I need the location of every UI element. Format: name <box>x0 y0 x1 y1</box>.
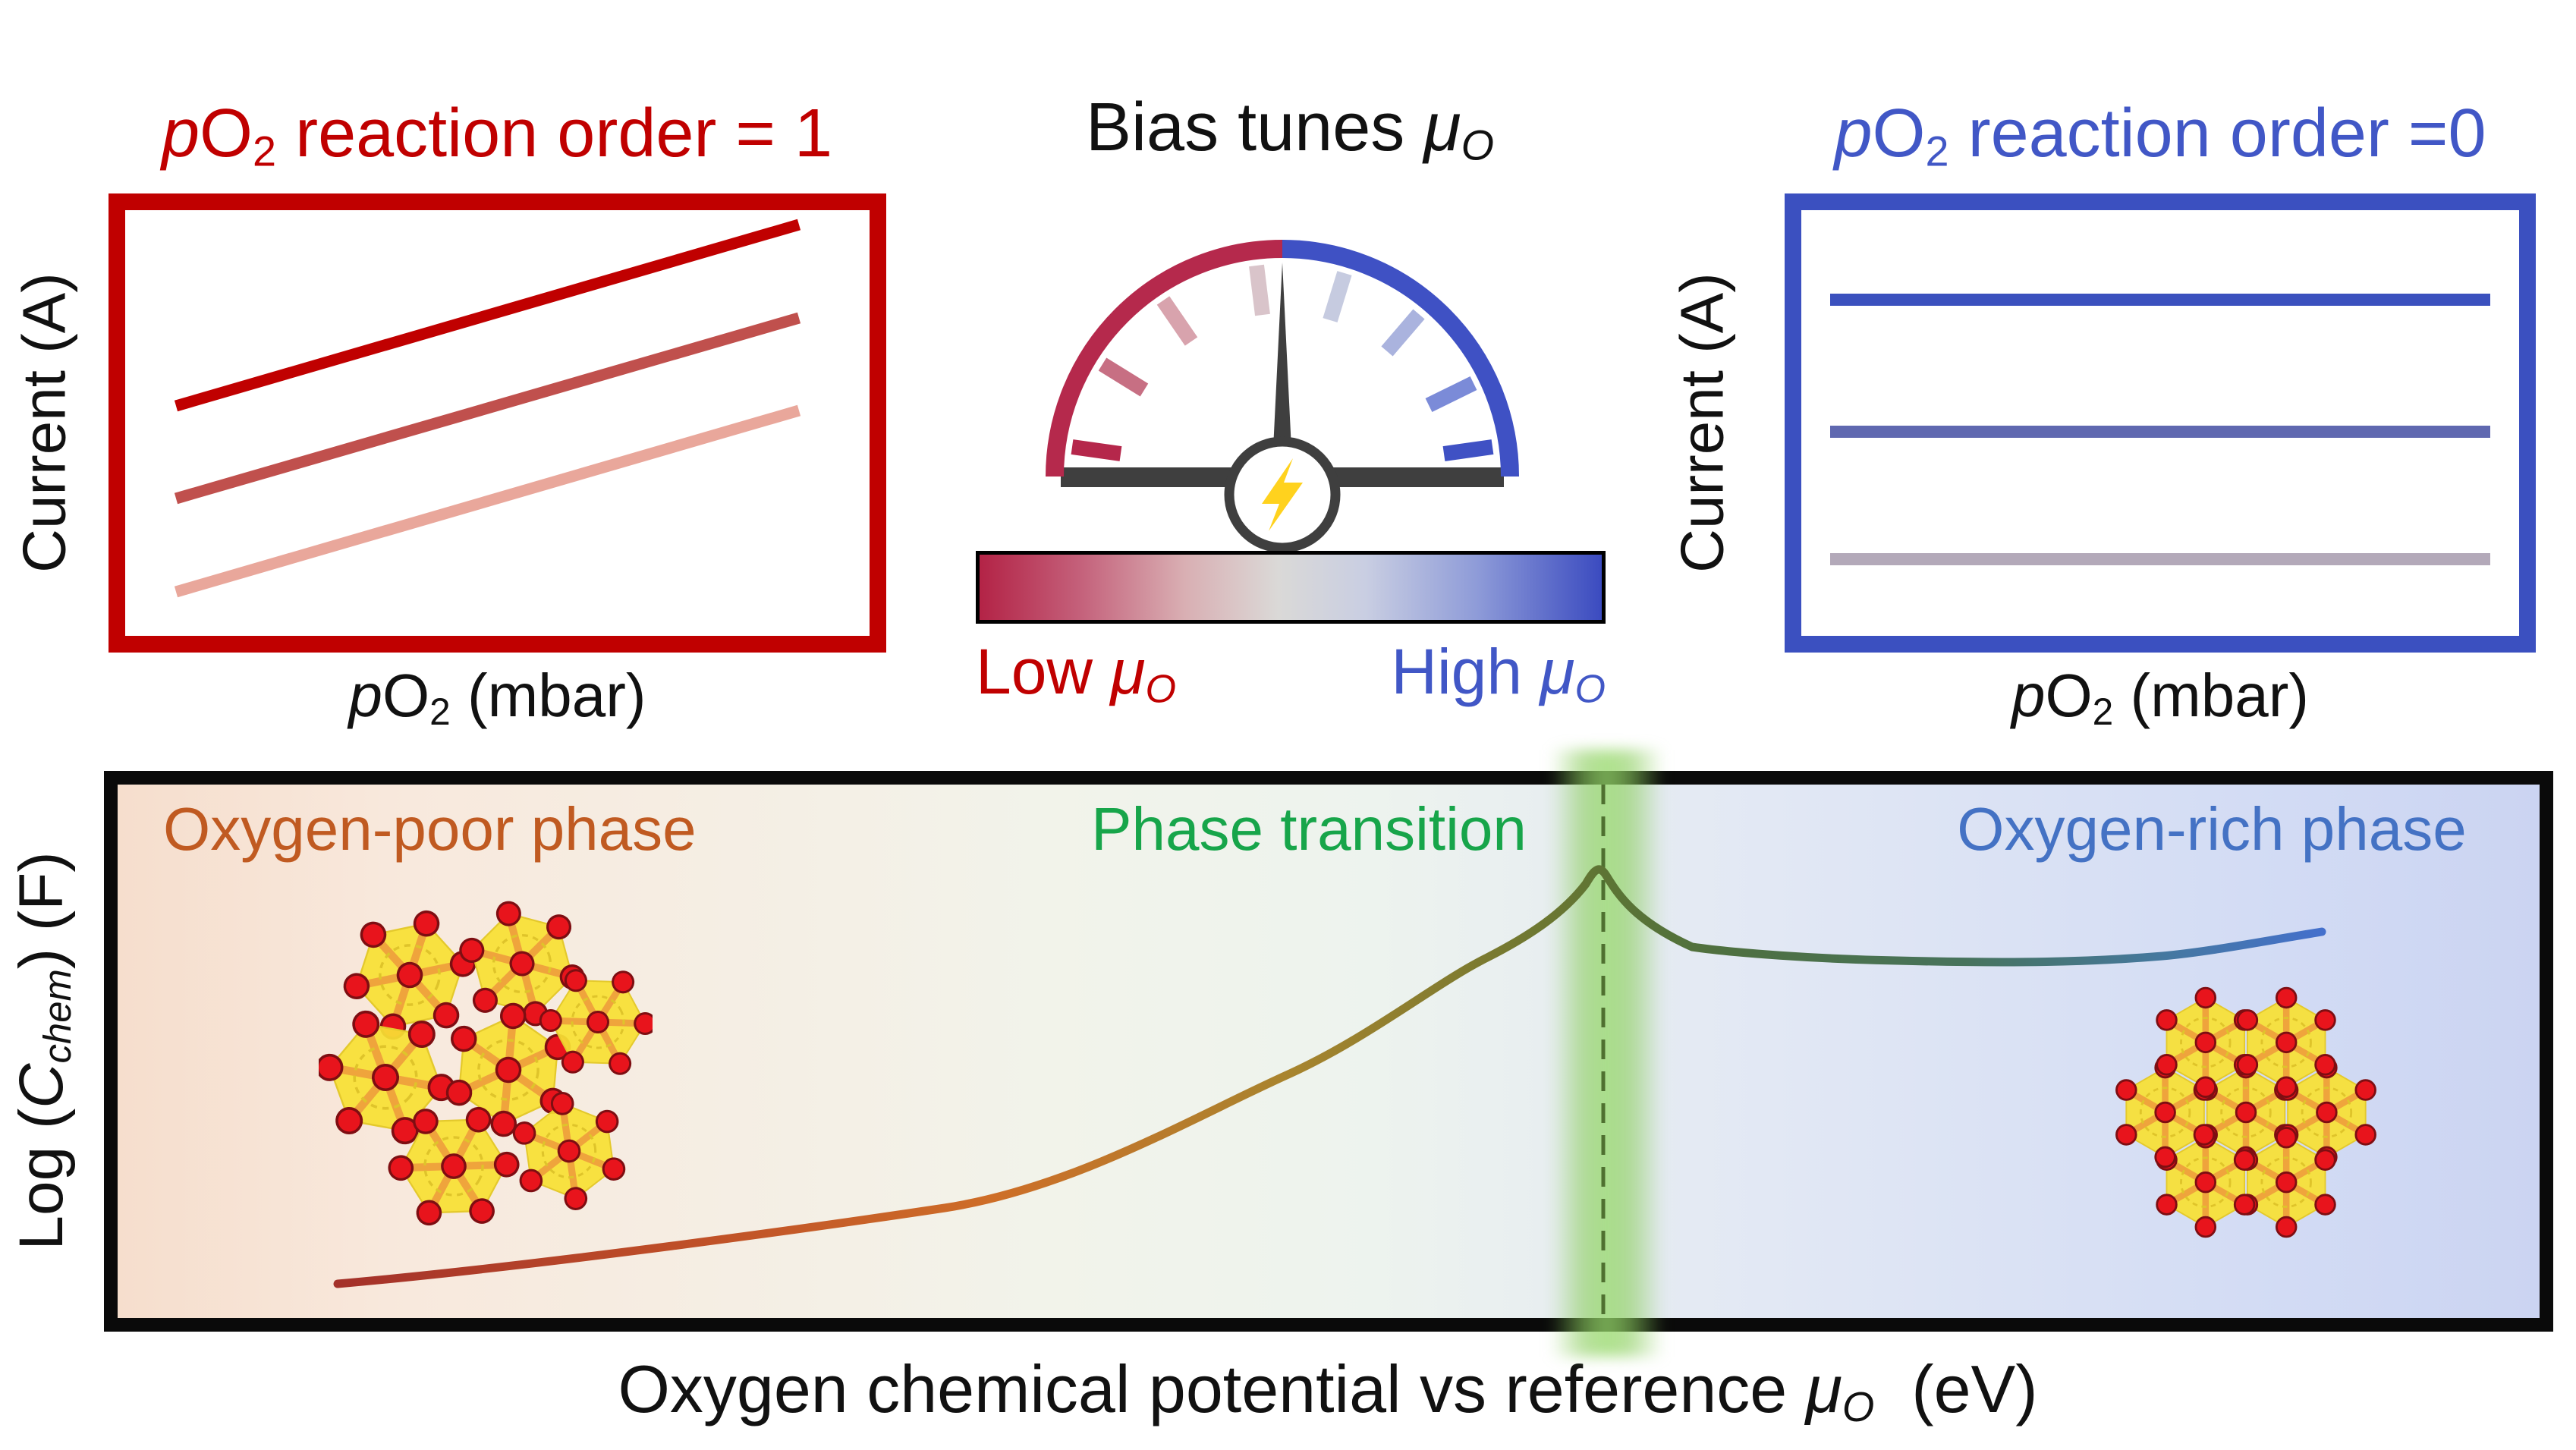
right-panel-x-axis-label: pO2 (mbar) <box>2011 662 2310 733</box>
rising-line-mid <box>174 312 801 505</box>
gauge-needle <box>1272 263 1293 480</box>
gauge-tick-6 <box>1381 309 1425 357</box>
gauge-ticks <box>1071 264 1494 461</box>
left-panel-title: pO2 reaction order = 1 <box>161 96 833 175</box>
gauge-tick-3 <box>1156 296 1198 346</box>
right-panel-title: pO2 reaction order =0 <box>1834 96 2486 175</box>
high-mu-label: High μO <box>1391 636 1606 712</box>
rising-line-low <box>174 404 801 598</box>
right-panel-y-axis-label: Current (A) <box>1668 272 1736 573</box>
transition-glow-band <box>1550 750 1664 1357</box>
phase-transition-label: Phase transition <box>1091 795 1527 863</box>
oxygen-poor-phase-label: Oxygen-poor phase <box>163 795 697 863</box>
chemical-capacitance-curve <box>333 865 2326 1288</box>
right-panel-lines-chart <box>1830 294 2490 565</box>
left-panel-y-axis-label: Current (A) <box>10 272 78 573</box>
gauge-arc-high <box>1282 240 1519 477</box>
gauge-tick-8 <box>1442 439 1494 461</box>
gauge-title: Bias tunes μO <box>1086 90 1494 169</box>
capacitance-curve-chart <box>333 785 2326 1318</box>
gauge-tick-1 <box>1071 439 1122 461</box>
gauge-tick-4 <box>1249 264 1270 316</box>
left-panel-x-axis-label: pO2 (mbar) <box>348 662 646 733</box>
bottom-panel-x-axis-label: Oxygen chemical potential vs reference μ… <box>618 1351 2038 1430</box>
bias-gauge <box>1046 240 1519 553</box>
left-panel-lines-chart <box>174 219 801 598</box>
gauge-arc-low <box>1046 240 1283 477</box>
lightning-bolt-icon <box>1262 458 1303 531</box>
rising-line-high <box>174 219 801 412</box>
bottom-panel-y-axis-label: Log (Cchem) (F) <box>7 851 80 1250</box>
oxygen-rich-phase-label: Oxygen-rich phase <box>1957 795 2467 863</box>
low-mu-label: Low μO <box>976 636 1176 712</box>
right-panel-plot-box <box>1785 193 2536 653</box>
gauge-tick-7 <box>1425 376 1477 412</box>
mu-gradient-bar <box>976 551 1606 624</box>
gauge-tick-2 <box>1098 357 1149 397</box>
gauge-tick-5 <box>1323 271 1352 322</box>
left-panel-plot-box <box>109 193 886 653</box>
